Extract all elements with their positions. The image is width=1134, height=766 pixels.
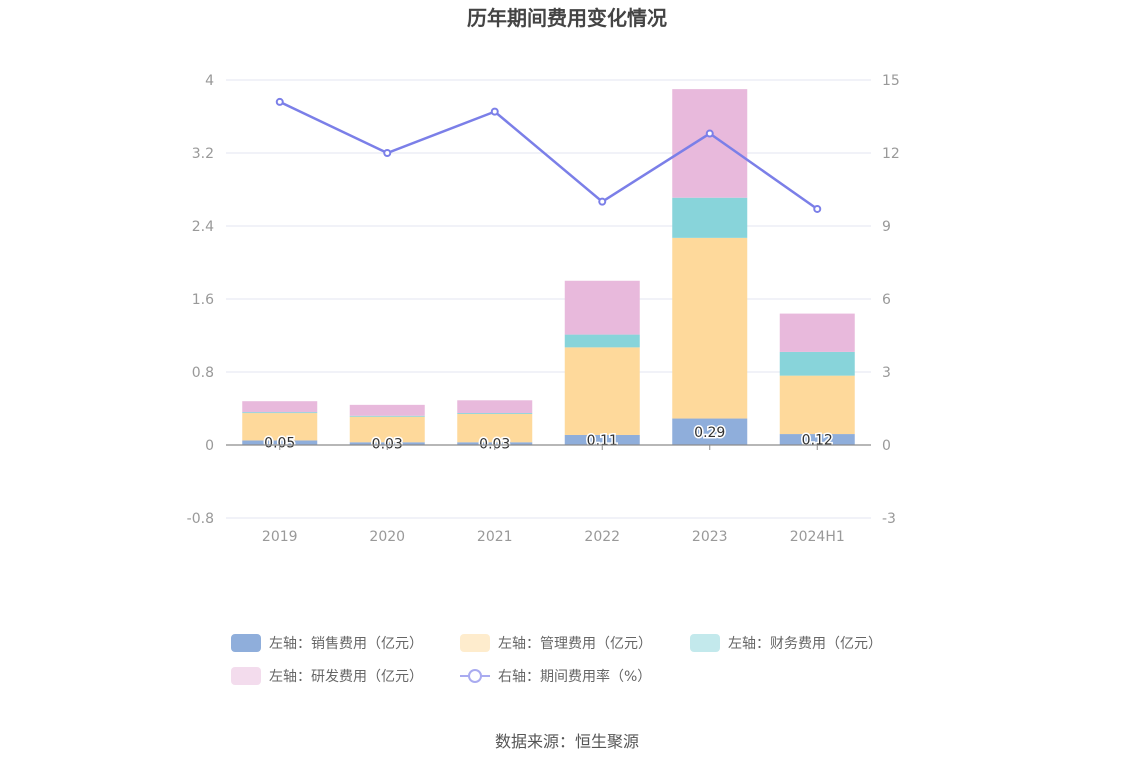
x-axis-tick-label: 2020 <box>369 529 405 545</box>
bar-segment-s2-2021 <box>457 413 533 414</box>
rate-point-2021 <box>490 107 499 116</box>
legend-label[interactable]: 左轴：财务费用（亿元） <box>728 636 882 652</box>
legend-swatch[interactable] <box>690 634 720 652</box>
legend-swatch[interactable] <box>231 634 261 652</box>
bar-segment-s2-2019 <box>242 412 318 414</box>
legend: 左轴：销售费用（亿元） 左轴：管理费用（亿元） 左轴：财务费用（亿元） 左轴：研发费用… <box>231 634 882 685</box>
grid-lines <box>226 79 871 519</box>
bar-segment-s0-2022 <box>564 434 640 445</box>
rate-point-2019 <box>275 97 284 106</box>
right-axis-tick-label: -3 <box>882 511 896 527</box>
bar-segment-s3-2022 <box>564 280 640 335</box>
left-axis-tick-label: 3.2 <box>192 146 214 162</box>
left-axis-tick-label: 0 <box>205 438 214 454</box>
bar-data-label: 0.05 <box>264 436 295 452</box>
legend-label[interactable]: 左轴：销售费用（亿元） <box>269 636 423 652</box>
x-axis: 2019 2020 2021 2022 2023 2024H1 <box>226 444 871 545</box>
left-axis-tick-label: 4 <box>205 73 214 89</box>
bar-segment-s3-2024H1 <box>779 313 855 352</box>
legend-swatch[interactable] <box>231 667 261 685</box>
bar-segment-s2-2024H1 <box>779 351 855 376</box>
bar-segment-s2-2022 <box>564 334 640 348</box>
bar-segment-s2-2023 <box>672 197 748 238</box>
bar-segment-s0-2024H1 <box>779 434 855 445</box>
left-axis-tick-label: 1.6 <box>192 292 214 308</box>
chart-title: 历年期间费用变化情况 <box>467 6 667 30</box>
bar-segment-s3-2020 <box>349 404 425 416</box>
bar-segment-s0-2019 <box>242 440 318 445</box>
bar-segment-s1-2019 <box>242 413 318 441</box>
rate-point-2024H1 <box>813 204 822 213</box>
bar-segment-s3-2019 <box>242 401 318 413</box>
left-axis-tick-label: -0.8 <box>187 511 214 527</box>
bar-segment-s1-2023 <box>672 237 748 419</box>
x-axis-tick-label: 2023 <box>692 529 728 545</box>
bar-segment-s3-2021 <box>457 400 533 414</box>
x-axis-tick-label: 2022 <box>584 529 620 545</box>
right-axis: -3 0 3 6 9 12 15 <box>882 73 900 527</box>
right-axis-tick-label: 6 <box>882 292 891 308</box>
source-note: 数据来源：恒生聚源 <box>495 732 639 751</box>
left-axis: -0.8 0 0.8 1.6 2.4 3.2 4 <box>187 73 214 527</box>
right-axis-tick-label: 15 <box>882 73 900 89</box>
x-axis-tick-label: 2024H1 <box>790 529 845 545</box>
bar-data-labels: 0.050.030.030.110.290.12 <box>263 423 835 454</box>
bar-segment-s1-2021 <box>457 413 533 443</box>
rate-line <box>279 100 818 210</box>
rate-point-2022 <box>598 197 607 206</box>
x-axis-tick-label: 2019 <box>262 529 298 545</box>
left-axis-tick-label: 2.4 <box>192 219 214 235</box>
x-axis-tick-label: 2021 <box>477 529 513 545</box>
bar-segment-s0-2023 <box>672 418 748 445</box>
bar-segment-s0-2020 <box>349 442 425 445</box>
legend-swatch[interactable] <box>460 634 490 652</box>
left-axis-tick-label: 0.8 <box>192 365 214 381</box>
legend-label[interactable]: 左轴：管理费用（亿元） <box>498 636 652 652</box>
legend-label[interactable]: 右轴：期间费用率（%） <box>498 668 651 685</box>
bar-segment-s3-2023 <box>672 89 748 198</box>
bar-segment-s1-2022 <box>564 347 640 435</box>
right-axis-tick-label: 9 <box>882 219 891 235</box>
rate-point-2023 <box>705 129 714 138</box>
right-axis-tick-label: 12 <box>882 146 900 162</box>
bar-segment-s1-2024H1 <box>779 375 855 435</box>
rate-point-2020 <box>383 149 392 157</box>
right-axis-tick-label: 3 <box>882 365 891 381</box>
legend-label[interactable]: 左轴：研发费用（亿元） <box>269 669 423 685</box>
bar-data-label: 0.29 <box>694 425 725 441</box>
bar-segment-s0-2021 <box>457 442 533 445</box>
bar-series <box>242 89 855 445</box>
legend-marker <box>468 669 482 683</box>
bar-segment-s1-2020 <box>349 416 425 443</box>
rate-line-series <box>275 97 822 213</box>
right-axis-tick-label: 0 <box>882 438 891 454</box>
bar-segment-s2-2020 <box>349 415 425 417</box>
